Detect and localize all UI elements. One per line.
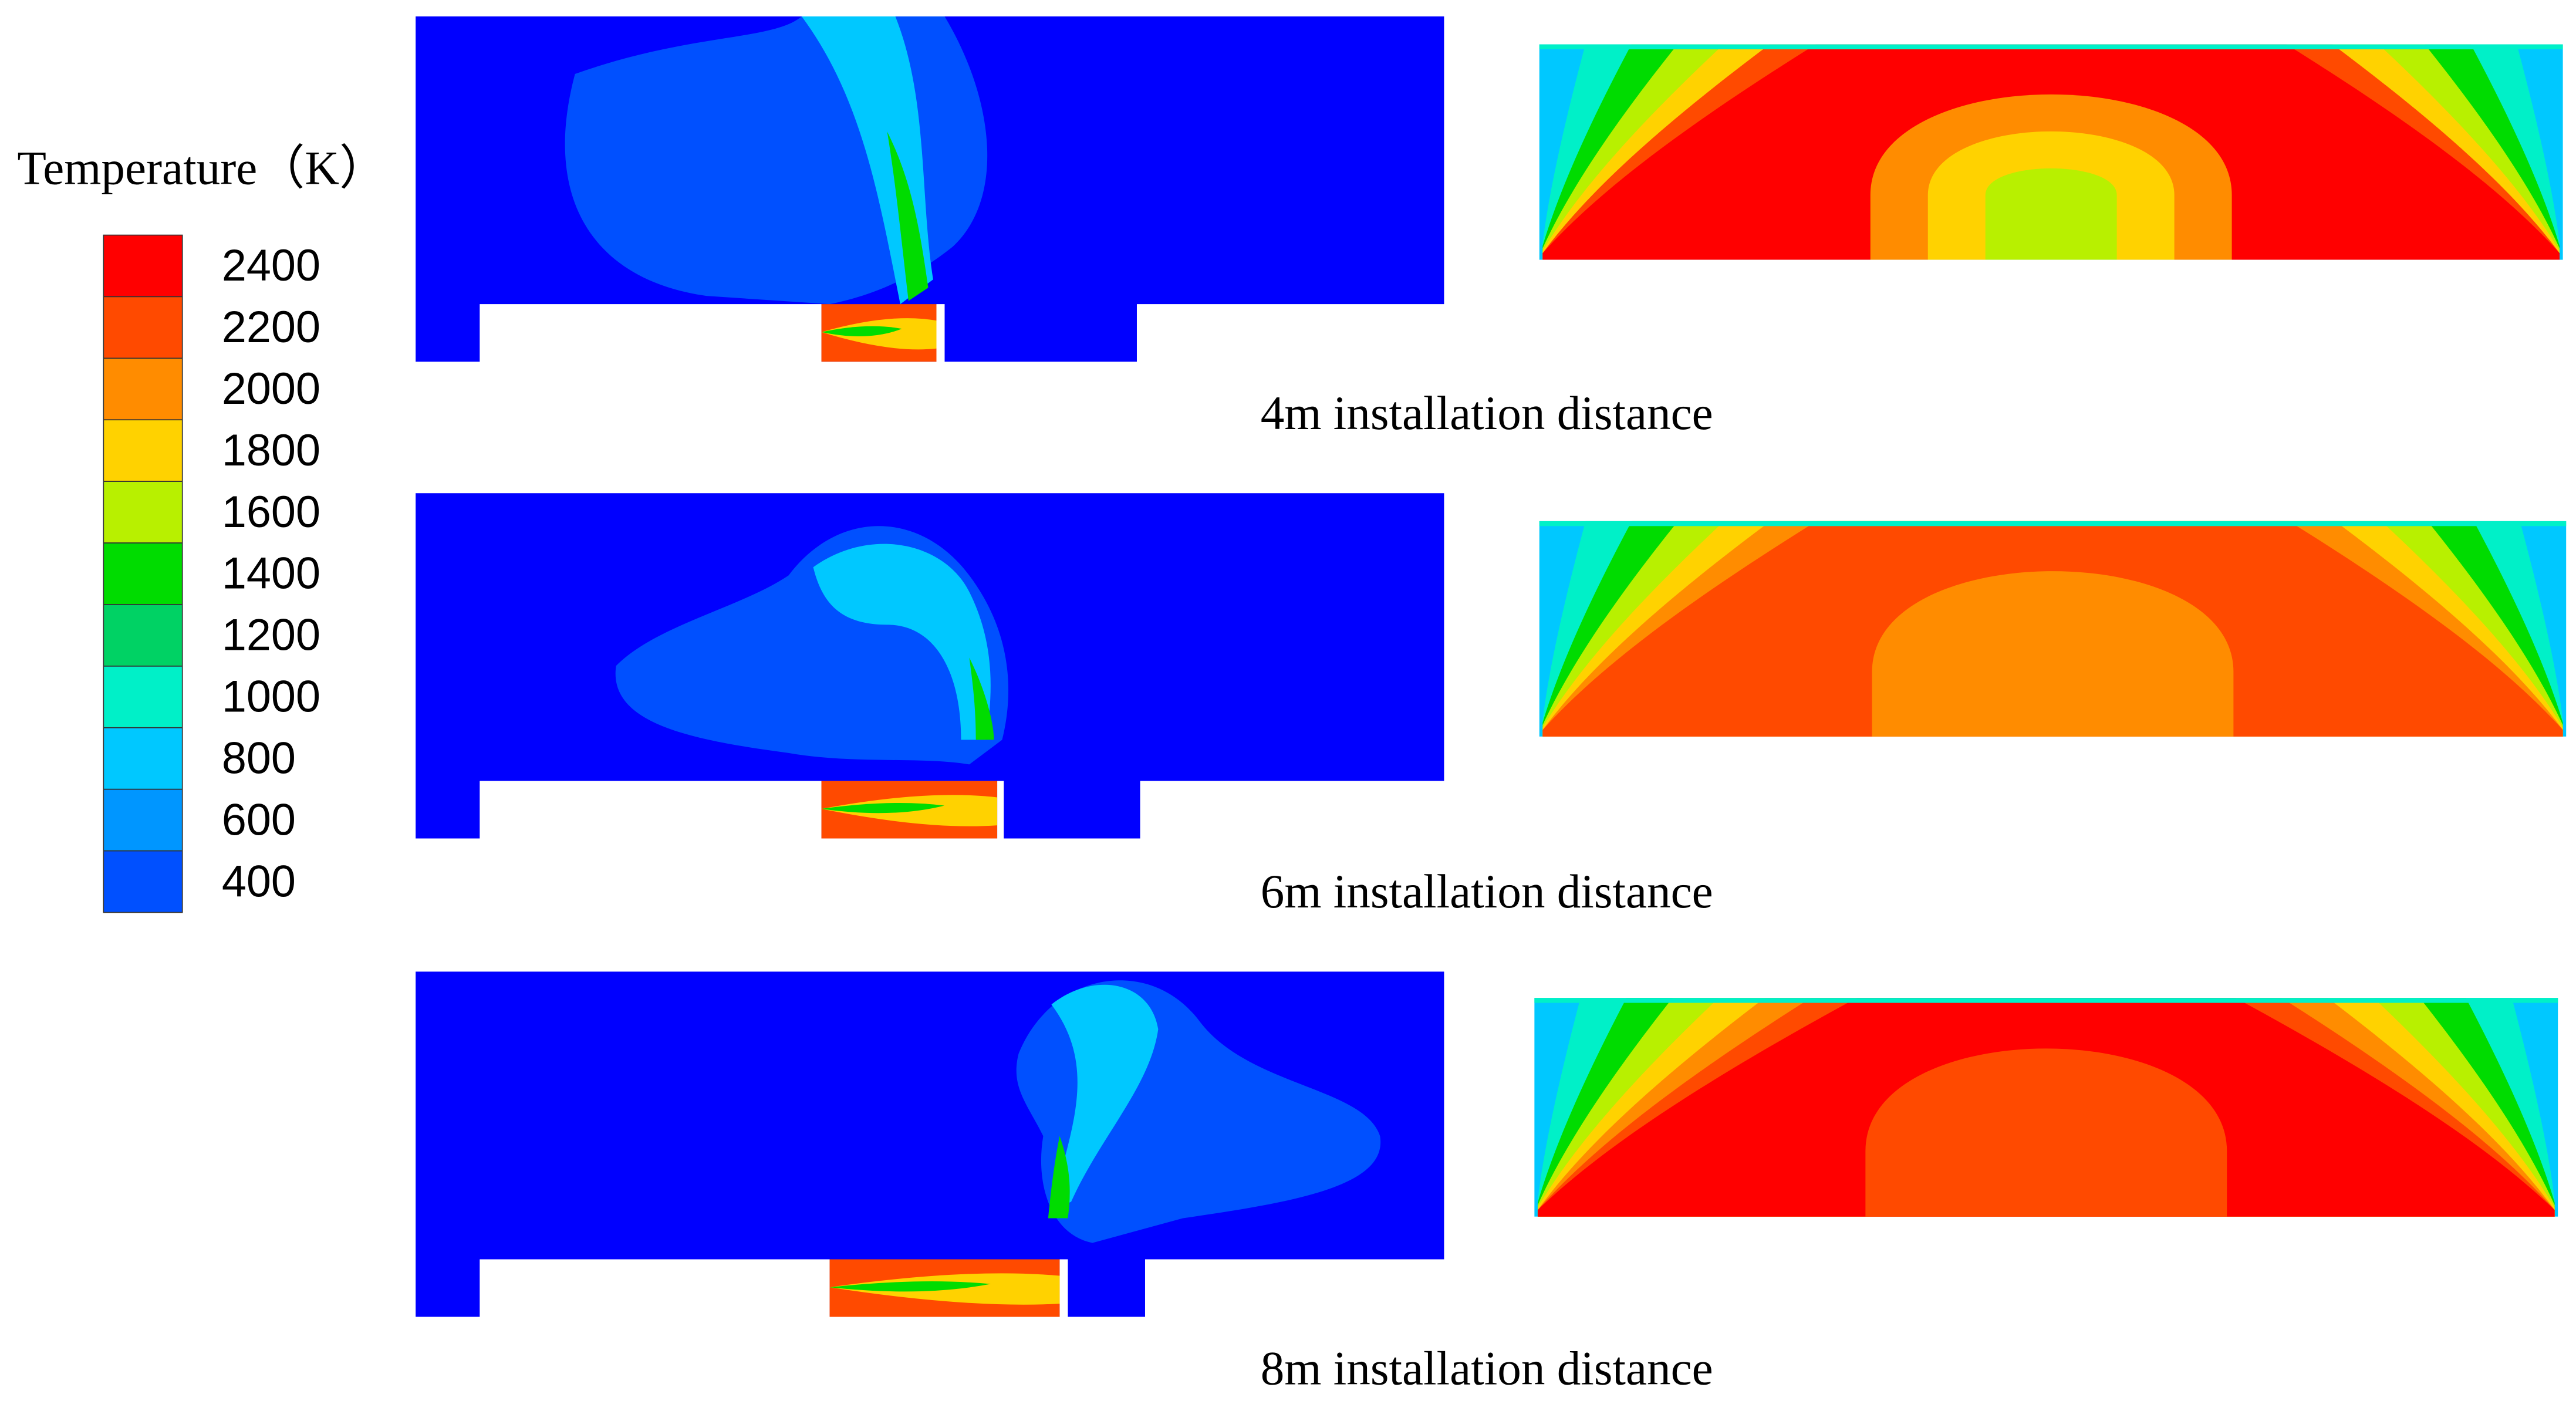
contour-panel (416, 16, 1444, 362)
section-top (1539, 521, 2567, 526)
colorbar-label: 800 (222, 734, 296, 783)
colorbar-label: 2400 (222, 241, 320, 291)
colorbar-band (103, 604, 183, 667)
jet (801, 16, 933, 305)
colorbar-label: 1400 (222, 549, 320, 599)
nozzle-jet (821, 326, 902, 336)
nozzle-jet (829, 1281, 991, 1292)
colorbar-label: 1200 (222, 611, 320, 660)
jet (1051, 984, 1159, 1210)
colorbar-band (103, 296, 183, 359)
caption: 4m installation distance (1261, 387, 1713, 440)
jet-core (887, 131, 929, 301)
colorbar-band (103, 234, 183, 298)
colorbar-band (103, 850, 183, 913)
section-top (1534, 998, 2558, 1003)
colorbar-label: 1800 (222, 426, 320, 475)
contour-panel (416, 971, 1444, 1317)
caption: 6m installation distance (1261, 865, 1713, 918)
colorbar-band (103, 357, 183, 421)
colorbar-label: 1600 (222, 488, 320, 537)
section-contours (1534, 44, 2567, 1217)
caption: 8m installation distance (1261, 1342, 1713, 1395)
section-dome (1872, 571, 2234, 737)
section-top (1539, 44, 2563, 50)
colorbar-band (103, 419, 183, 482)
colorbar-label: 2200 (222, 303, 320, 352)
section-panel (1539, 521, 2567, 737)
colorbar-label: 600 (222, 795, 296, 845)
colorbar-band (103, 481, 183, 544)
jet-core (1048, 1136, 1070, 1219)
colorbar-band (103, 788, 183, 852)
colorbar-band (103, 542, 183, 605)
nozzle-jet (821, 802, 945, 814)
jet-core (969, 657, 994, 740)
colorbar-label: 1000 (222, 673, 320, 722)
section-dome (1865, 1048, 2227, 1217)
jet (813, 544, 991, 740)
section-panel (1534, 998, 2558, 1217)
colorbar: 2400 2200 2000 1800 1600 1400 1200 1000 800 600 40… (103, 234, 320, 913)
colorbar-band (103, 727, 183, 790)
legend-title: Temperature（K） (17, 142, 387, 195)
colorbar-label: 2000 (222, 365, 320, 414)
side-contours (416, 16, 1444, 1317)
section-dome (1985, 168, 2117, 260)
colorbar-label: 400 (222, 857, 296, 906)
contour-panel (416, 493, 1444, 839)
colorbar-band (103, 666, 183, 728)
section-panel (1539, 44, 2563, 260)
